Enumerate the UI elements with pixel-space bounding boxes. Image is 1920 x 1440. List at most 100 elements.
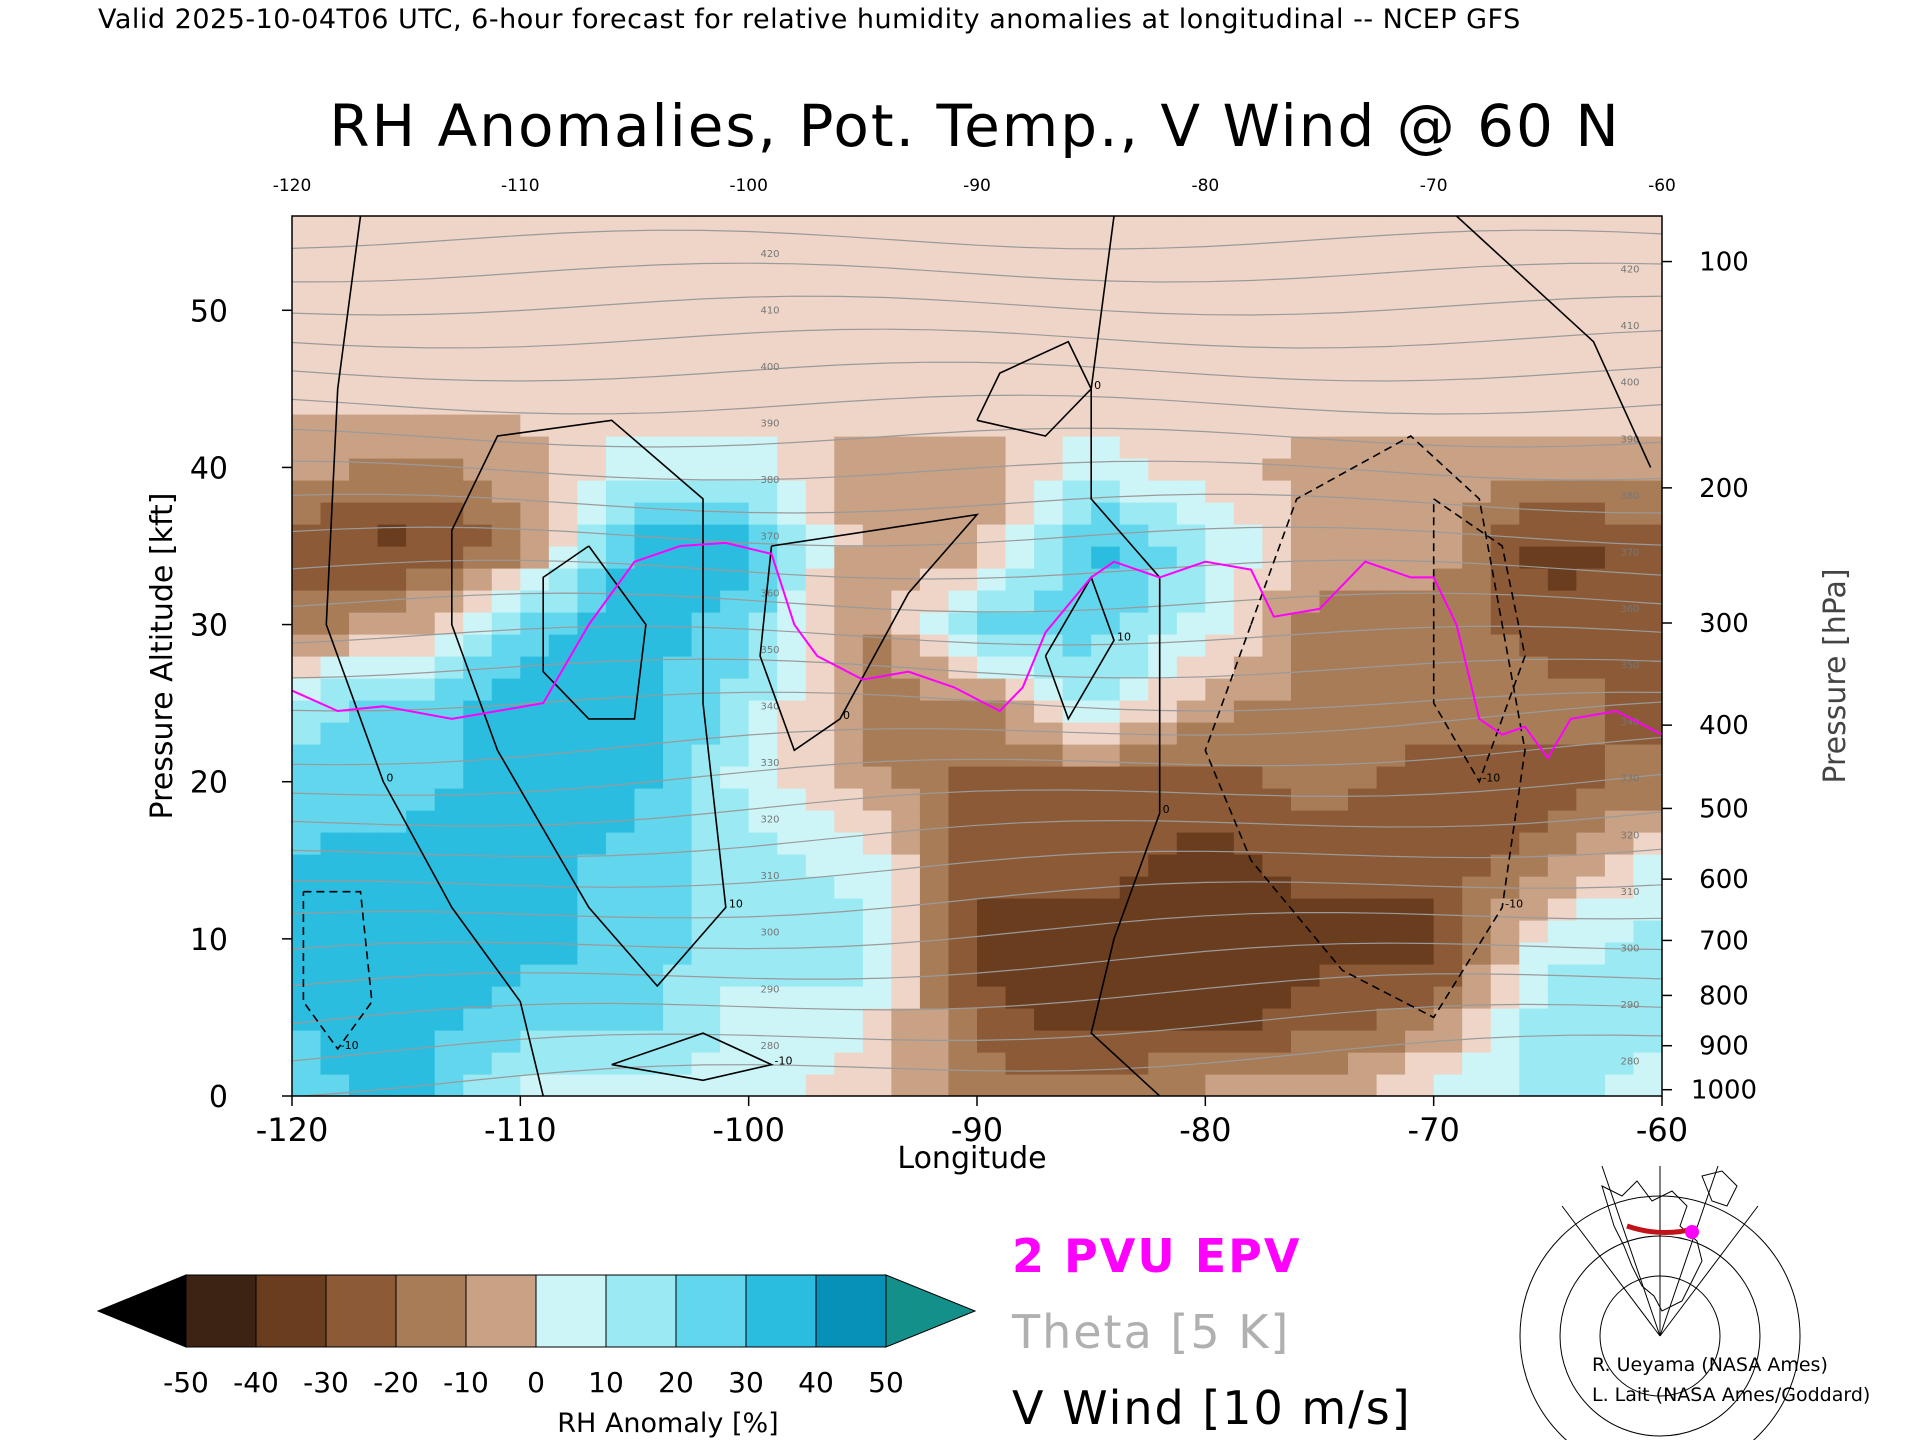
heat-cell <box>862 634 892 657</box>
heat-cell <box>1348 502 1378 525</box>
heat-cell <box>948 810 978 833</box>
heat-cell <box>1091 810 1121 833</box>
heat-cell <box>1119 854 1149 877</box>
heat-cell <box>1433 678 1463 701</box>
heat-cell <box>1091 282 1121 305</box>
heat-cell <box>349 986 379 1009</box>
heat-cell <box>891 502 921 525</box>
colorbar: -50 -40 -30 -20 -10 0 10 20 30 40 50 <box>96 1274 977 1399</box>
heat-cell <box>292 832 322 855</box>
heat-cell <box>663 524 693 547</box>
heat-cell <box>605 832 636 855</box>
heat-cell <box>919 986 950 1009</box>
heat-cell <box>1633 238 1662 261</box>
heat-cell <box>691 678 721 701</box>
heat-cell <box>977 1008 1007 1031</box>
heat-cell <box>1547 436 1577 459</box>
heat-cell <box>1604 348 1635 371</box>
heat-cell <box>463 1008 493 1031</box>
heat-cell <box>1490 964 1520 987</box>
heat-cell <box>1490 414 1520 437</box>
heat-cell <box>834 678 864 701</box>
heat-cell <box>406 656 436 679</box>
heat-cell <box>1633 920 1662 943</box>
heat-cell <box>891 1030 921 1053</box>
heat-cell <box>377 1074 407 1096</box>
heat-cell <box>320 854 350 877</box>
theta-contour-label: 350 <box>1620 661 1639 672</box>
heat-cell <box>548 348 579 371</box>
heat-cell <box>1633 854 1662 877</box>
heat-cell <box>1462 216 1492 217</box>
heat-cell <box>1148 656 1178 679</box>
heat-cell <box>434 1052 464 1075</box>
heat-cell <box>748 282 778 305</box>
heat-cell <box>406 744 436 767</box>
heat-cell <box>1091 370 1121 393</box>
heat-cell <box>1262 854 1292 877</box>
heat-cell <box>862 810 892 833</box>
heat-cell <box>948 480 978 503</box>
heat-cell <box>1490 260 1520 283</box>
heat-cell <box>1462 590 1492 613</box>
heat-cell <box>634 590 664 613</box>
heat-cell <box>1319 810 1349 833</box>
heat-cell <box>320 678 350 701</box>
heat-cell <box>491 480 521 503</box>
heat-cell <box>1319 348 1349 371</box>
heat-cell <box>1604 546 1635 569</box>
heat-cell <box>1176 656 1206 679</box>
heat-cell <box>1376 766 1406 789</box>
heat-cell <box>1005 216 1035 239</box>
heat-cell <box>1348 722 1378 745</box>
heat-cell <box>349 238 379 261</box>
heat-cell <box>663 568 693 591</box>
heat-cell <box>1005 722 1035 745</box>
heat-cell <box>1233 590 1264 613</box>
heat-cell <box>805 282 835 305</box>
heat-cell <box>1205 1030 1235 1053</box>
heat-cell <box>948 722 978 745</box>
y-tick-label-left: 10 <box>190 923 228 958</box>
heat-cell <box>377 876 407 899</box>
v-wind-contour <box>1432 498 1526 784</box>
heat-cell <box>1490 634 1520 657</box>
heat-cell <box>1519 392 1549 415</box>
heat-cell <box>1176 678 1206 701</box>
heat-cell <box>1576 568 1606 591</box>
heat-cell <box>1633 634 1662 657</box>
heat-cell <box>748 348 778 371</box>
heat-cell <box>691 964 721 987</box>
heat-cell <box>406 700 436 723</box>
heat-cell <box>1233 260 1264 283</box>
heat-cell <box>1034 524 1064 547</box>
heat-cell <box>663 1052 693 1075</box>
heat-cell <box>1405 216 1435 217</box>
v-wind-contour <box>1044 575 1115 721</box>
heat-cell <box>548 392 579 415</box>
heat-cell <box>1034 216 1064 217</box>
heat-cell <box>1547 216 1577 217</box>
heat-cell <box>663 854 693 877</box>
heat-cell <box>1005 216 1035 217</box>
heat-cell <box>1290 700 1321 723</box>
heat-cell <box>491 1008 521 1031</box>
heat-cell <box>1376 788 1406 811</box>
heat-cell <box>891 238 921 261</box>
heat-cell <box>377 414 407 437</box>
heat-cell <box>1433 392 1463 415</box>
heat-cell <box>463 722 493 745</box>
heat-cell <box>1519 546 1549 569</box>
heat-cell <box>862 282 892 305</box>
theta-contour-label: 300 <box>760 928 779 939</box>
y-tick-label-right: 800 <box>1699 981 1749 1011</box>
heat-cell <box>1405 898 1435 921</box>
theta-contour-label: 320 <box>1620 830 1639 841</box>
heat-cell <box>919 392 950 415</box>
heat-cell <box>1062 546 1092 569</box>
heat-cell <box>977 700 1007 723</box>
heat-cell <box>919 832 950 855</box>
heat-cell <box>1176 832 1206 855</box>
heat-cell <box>1633 1030 1662 1053</box>
heat-cell <box>777 1074 807 1096</box>
